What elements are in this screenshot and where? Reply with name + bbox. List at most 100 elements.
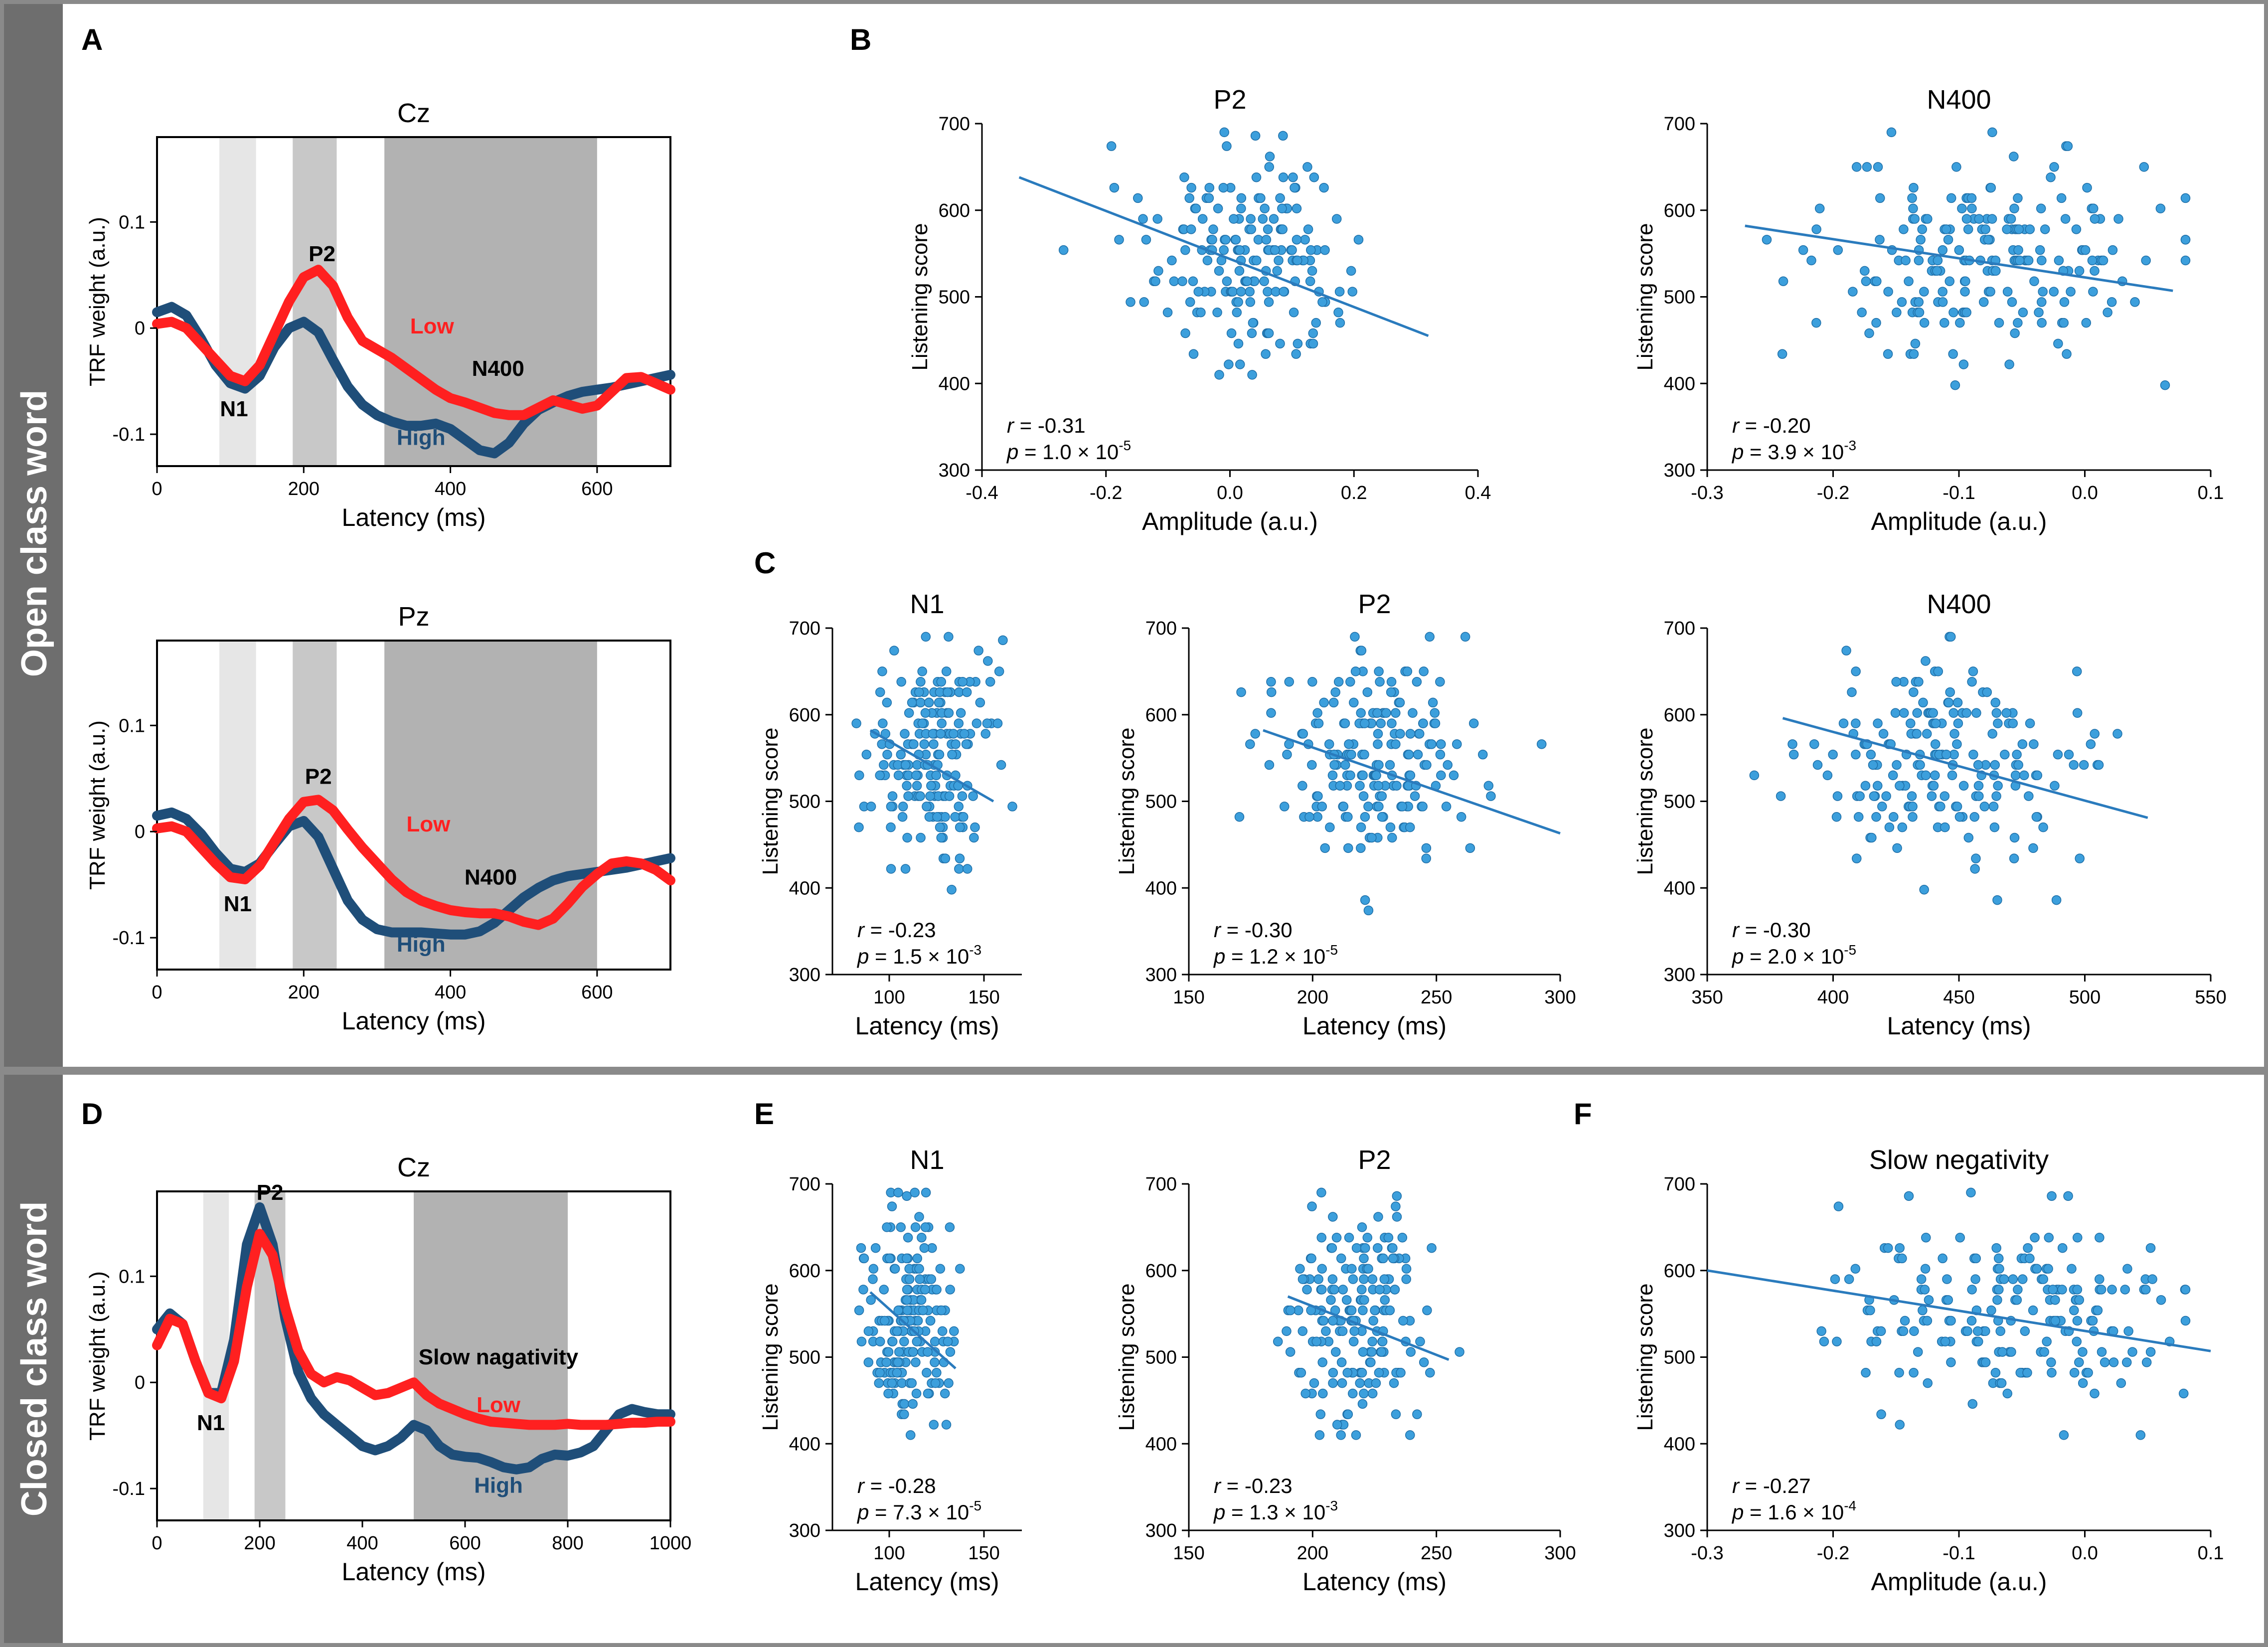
- scatter-point: [1404, 749, 1414, 760]
- scatter-point: [1345, 676, 1355, 687]
- scatter-point: [1914, 297, 1924, 307]
- scatter-point: [1973, 760, 1983, 770]
- scatter-point: [874, 1378, 884, 1388]
- scatter-point: [1232, 308, 1242, 318]
- scatter-point: [1328, 1378, 1338, 1388]
- scatter-point: [1940, 822, 1950, 832]
- scatter-point: [2030, 1232, 2040, 1243]
- scatter-point: [1196, 308, 1206, 318]
- scatter-point: [1916, 235, 1926, 245]
- scatter-point: [1895, 1243, 1905, 1253]
- scatter-point: [1910, 338, 1921, 349]
- scatter-point: [1776, 791, 1786, 801]
- scatter-point: [1961, 708, 1971, 718]
- scatter-point: [875, 687, 885, 697]
- scatter-point: [1363, 905, 1374, 916]
- scatter-point: [1994, 1264, 2004, 1274]
- scatter-point: [2180, 235, 2191, 245]
- scatter-point: [1982, 687, 1992, 697]
- scatter-point: [1833, 1201, 1844, 1211]
- y-tick-label: 700: [1145, 1174, 1177, 1195]
- scatter-point: [2086, 739, 2096, 749]
- scatter-point: [1264, 162, 1274, 172]
- scatter-point: [1349, 1326, 1359, 1336]
- scatter-point: [2025, 224, 2035, 234]
- scatter-point: [1337, 1326, 1348, 1336]
- scatter-point: [915, 1274, 925, 1284]
- scatter-point: [2135, 1430, 2146, 1440]
- scatter-point: [1844, 1274, 1854, 1284]
- chart-E_p2: r = -0.23p = 1.3 × 10-3 150 200 250 300 300 40…: [1115, 1145, 1576, 1596]
- y-tick-label: 400: [1145, 1434, 1177, 1455]
- scatter-point: [983, 656, 993, 666]
- scatter-point: [877, 666, 887, 676]
- scatter-point: [1340, 760, 1350, 770]
- scatter-point: [917, 718, 928, 728]
- scatter-point: [923, 1388, 933, 1399]
- scatter-point: [1960, 276, 1970, 286]
- scatter-point: [945, 1222, 955, 1232]
- scatter-point: [1380, 1295, 1390, 1305]
- scatter-point: [940, 853, 951, 863]
- scatter-point: [1972, 1326, 1983, 1336]
- x-tick-label: 200: [288, 479, 320, 499]
- scatter-point: [2088, 287, 2098, 297]
- scatter-point: [1971, 708, 1981, 718]
- scatter-point: [2180, 1316, 2191, 1326]
- scatter-point: [925, 1316, 936, 1326]
- scatter-point: [1425, 1368, 1435, 1378]
- scatter-point: [1908, 802, 1918, 812]
- y-tick-label: -0.1: [113, 928, 145, 949]
- scatter-point: [2178, 1388, 2189, 1399]
- scatter-point: [1357, 1222, 1367, 1232]
- scatter-point: [1324, 739, 1334, 749]
- scatter-point: [1236, 687, 1246, 697]
- scatter-point: [2113, 214, 2123, 224]
- scatter-point: [2108, 1357, 2119, 1367]
- x-tick-label: 600: [581, 982, 613, 1003]
- scatter-point: [2009, 152, 2019, 162]
- scatter-point: [1251, 172, 1262, 182]
- annotation-2: Low: [410, 314, 455, 338]
- scatter-point: [2013, 1285, 2023, 1295]
- scatter-point: [1900, 1316, 1910, 1326]
- scatter-point: [1405, 1430, 1415, 1440]
- scatter-point: [2072, 1336, 2082, 1346]
- scatter-point: [1777, 349, 1787, 359]
- x-tick-label: 100: [873, 987, 905, 1008]
- x-tick-label: 0.4: [1465, 483, 1491, 503]
- scatter-point: [1311, 1336, 1321, 1346]
- chart-A_pz: P2 N1 Low N400 High 0 200 400 600 -0.1 0 0.1 Pz Laten…: [85, 602, 675, 1035]
- scatter-point: [1967, 203, 1977, 214]
- scatter-point: [2038, 822, 2048, 832]
- scatter-point: [996, 760, 1006, 770]
- scatter-point: [1263, 287, 1273, 297]
- scatter-point: [2006, 1347, 2016, 1357]
- scatter-point: [1917, 224, 1927, 234]
- scatter-point: [1285, 1305, 1296, 1316]
- scatter-point: [1787, 739, 1797, 749]
- stat-r: r = -0.30: [1214, 918, 1293, 942]
- scatter-point: [1204, 182, 1215, 193]
- scatter-point: [1367, 1388, 1378, 1399]
- scatter-point: [1395, 697, 1405, 708]
- scatter-point: [1353, 235, 1364, 245]
- scatter-point: [1307, 1201, 1317, 1211]
- scatter-point: [1346, 266, 1356, 276]
- scatter-point: [1749, 770, 1760, 781]
- scatter-point: [1388, 1253, 1398, 1264]
- scatter-point: [2127, 1347, 2137, 1357]
- scatter-point: [1250, 131, 1261, 141]
- scatter-point: [2039, 1347, 2049, 1357]
- scatter-point: [2046, 1357, 2056, 1367]
- scatter-point: [1360, 1243, 1370, 1253]
- scatter-point: [2145, 1243, 2156, 1253]
- scatter-point: [1390, 1285, 1400, 1295]
- scatter-point: [908, 1347, 918, 1357]
- scatter-point: [1367, 1336, 1377, 1346]
- scatter-point: [2017, 739, 2028, 749]
- scatter-point: [868, 1274, 878, 1284]
- scatter-point: [1345, 770, 1355, 781]
- scatter-point: [2072, 1316, 2083, 1326]
- scatter-point: [2056, 193, 2067, 203]
